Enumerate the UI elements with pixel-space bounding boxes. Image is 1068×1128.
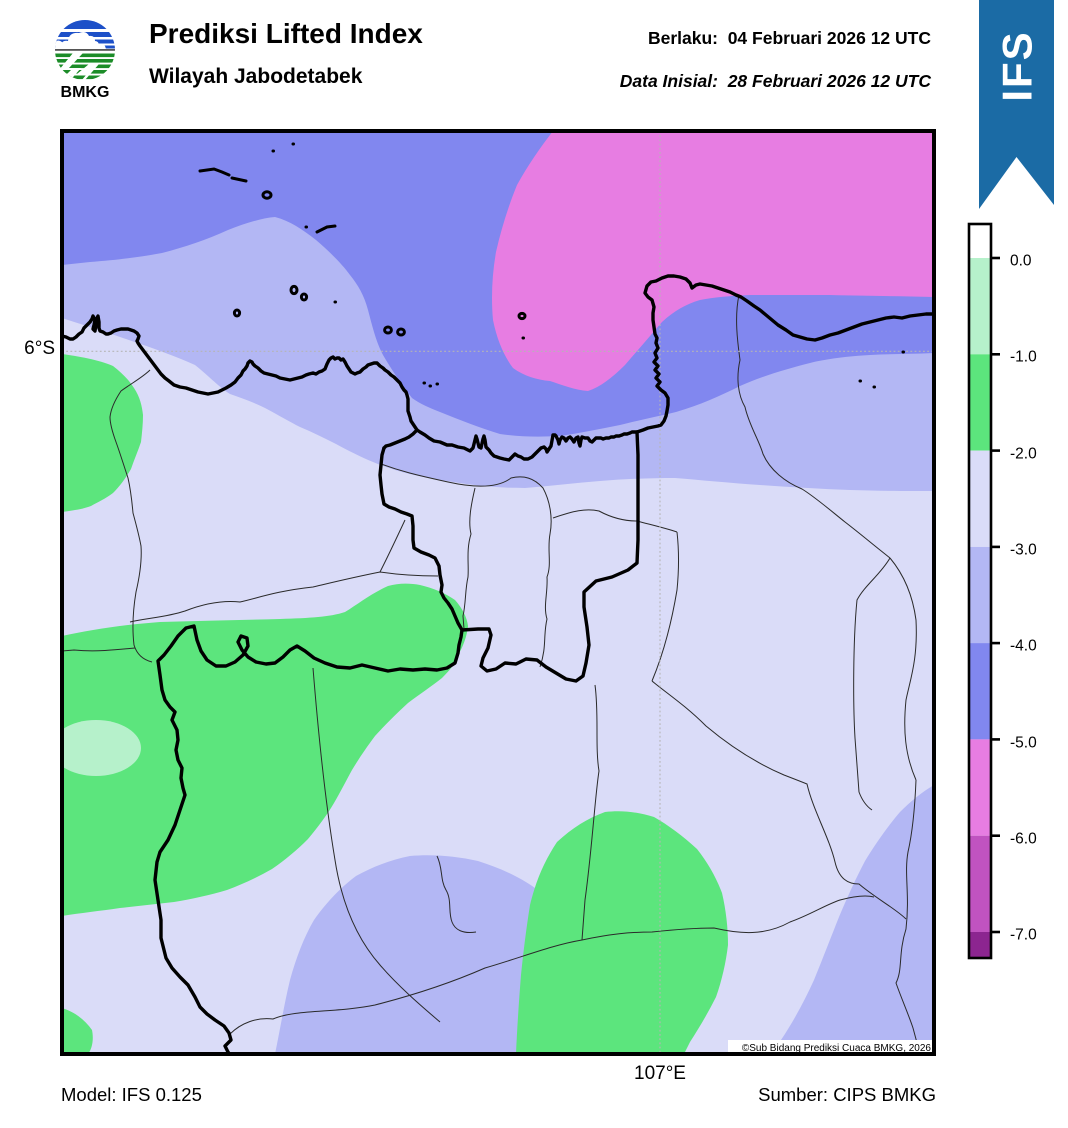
svg-text:-3.0: -3.0 [1010, 542, 1037, 559]
svg-text:-2.0: -2.0 [1010, 446, 1037, 463]
svg-text:©Sub Bidang Prediksi Cuaca BMK: ©Sub Bidang Prediksi Cuaca BMKG, 2026 [742, 1043, 932, 1054]
svg-text:-6.0: -6.0 [1010, 831, 1037, 848]
svg-text:0.0: 0.0 [1010, 253, 1032, 270]
svg-text:-5.0: -5.0 [1010, 735, 1037, 752]
svg-text:IFS: IFS [994, 30, 1041, 101]
svg-text:-4.0: -4.0 [1010, 638, 1037, 655]
svg-text:-1.0: -1.0 [1010, 349, 1037, 366]
svg-text:BMKG: BMKG [61, 84, 110, 100]
svg-text:-7.0: -7.0 [1010, 927, 1037, 944]
